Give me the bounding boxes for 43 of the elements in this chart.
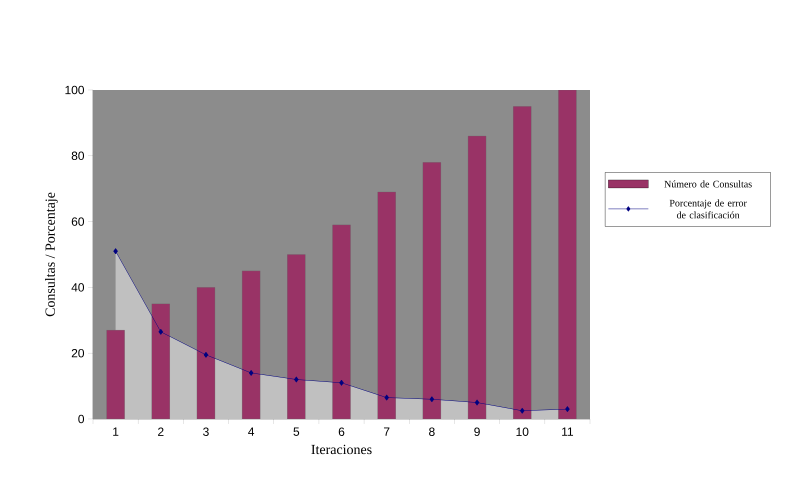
x-tick-label: 9 bbox=[474, 428, 480, 436]
point bbox=[248, 370, 254, 376]
point bbox=[113, 248, 118, 254]
x-tick-label: 4 bbox=[248, 428, 254, 436]
point bbox=[520, 408, 525, 414]
legend-label: Número de Consultas bbox=[664, 180, 752, 188]
bar bbox=[332, 224, 351, 419]
point bbox=[430, 396, 434, 402]
x-tick-label: 10 bbox=[516, 428, 528, 436]
bar bbox=[558, 90, 577, 419]
y-tick-label: 40 bbox=[71, 283, 84, 292]
y-tick-label: 100 bbox=[65, 86, 84, 94]
point bbox=[204, 352, 208, 358]
x-tick-label: 3 bbox=[203, 428, 209, 436]
bar bbox=[196, 287, 216, 419]
point bbox=[294, 376, 299, 383]
x-tick-label: 11 bbox=[562, 428, 574, 436]
y-tick-label: 0 bbox=[78, 414, 84, 424]
bar bbox=[106, 330, 125, 419]
x-tick-label: 1 bbox=[113, 428, 118, 436]
point bbox=[474, 399, 480, 406]
bar bbox=[242, 270, 260, 419]
legend-label: Porcentaje de error de clasificación bbox=[670, 199, 747, 218]
point bbox=[339, 380, 344, 386]
x-tick-label: 5 bbox=[293, 428, 300, 436]
x-axis-title: Iteraciones bbox=[311, 444, 372, 454]
x-tick-label: 6 bbox=[338, 428, 344, 436]
point bbox=[158, 328, 164, 335]
y-tick-label: 20 bbox=[72, 348, 84, 358]
bar bbox=[287, 254, 306, 419]
x-tick-label: 8 bbox=[429, 428, 435, 436]
y-tick-label: 60 bbox=[72, 217, 84, 226]
bar bbox=[378, 192, 396, 419]
bar bbox=[422, 162, 442, 419]
bar bbox=[468, 136, 486, 419]
bar bbox=[513, 106, 532, 419]
x-tick-label: 7 bbox=[384, 428, 390, 436]
x-tick-label: 2 bbox=[158, 428, 164, 436]
y-tick-label: 80 bbox=[72, 152, 84, 160]
point bbox=[384, 394, 390, 401]
y-axis-title: Consultas / Porcentaje bbox=[45, 192, 58, 316]
bar bbox=[152, 304, 170, 419]
point bbox=[565, 406, 570, 412]
